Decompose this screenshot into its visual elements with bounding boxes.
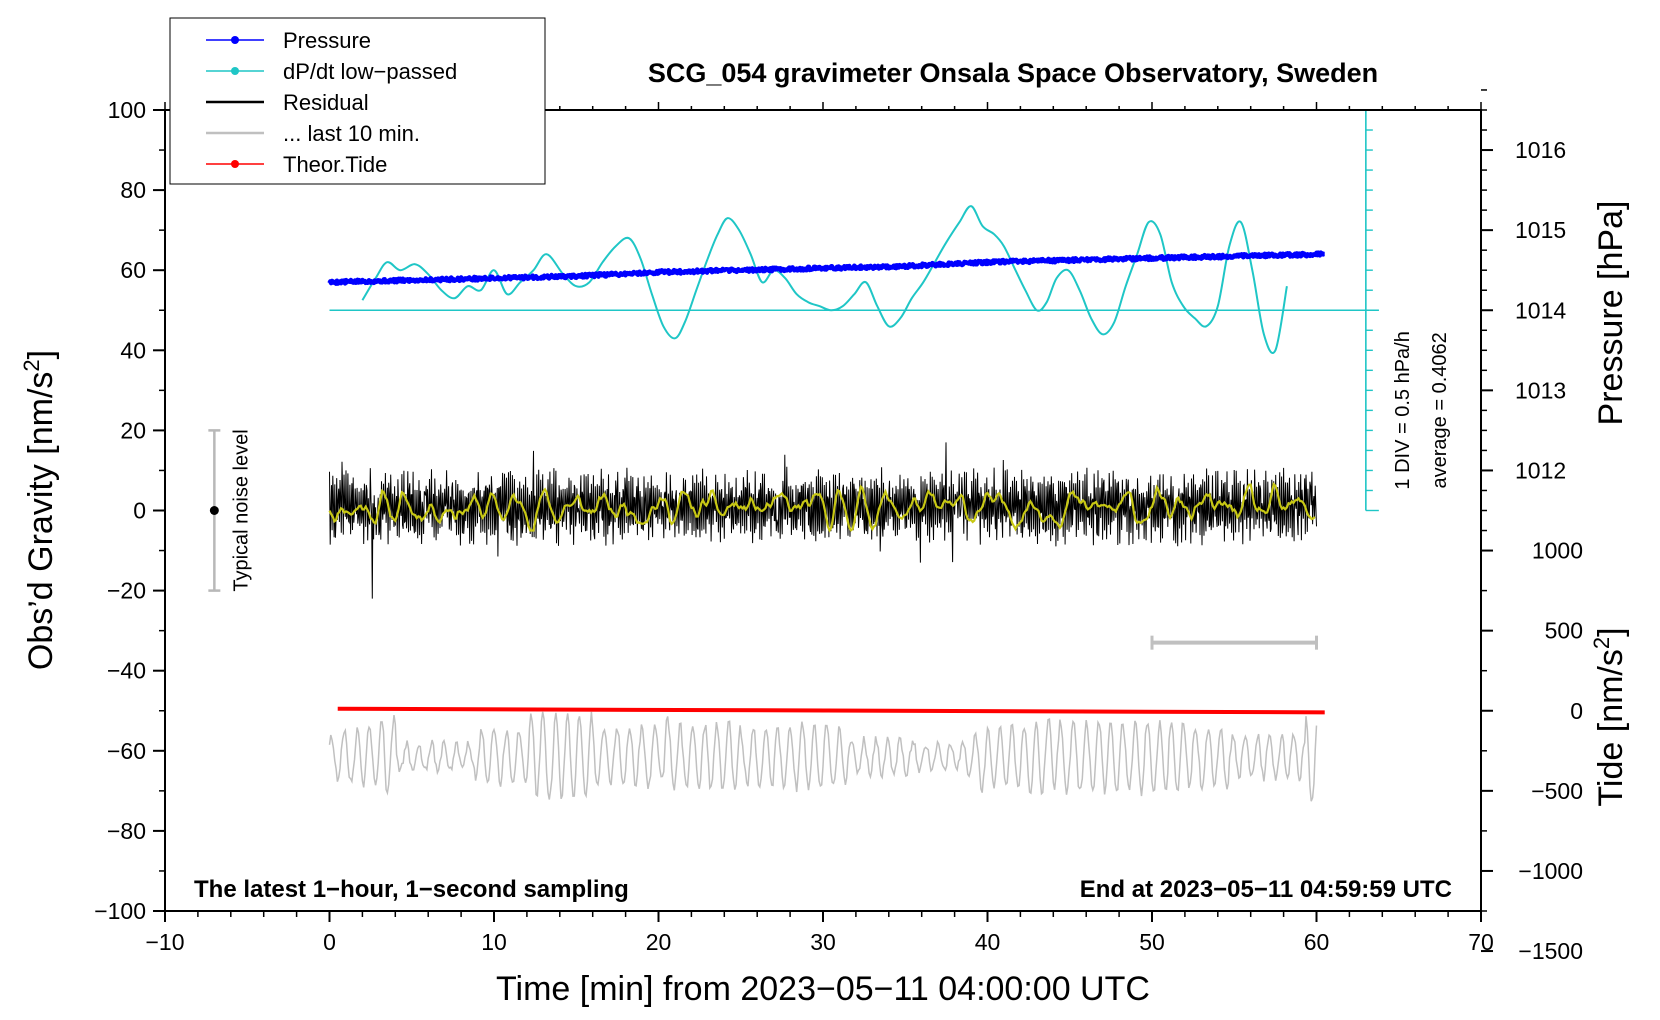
y-tick-label: 60 <box>120 257 146 283</box>
y-tick-label: 20 <box>120 417 146 443</box>
noise-center-point <box>209 506 219 515</box>
y-axis-pressure: 1016 1015 1014 1013 1012 <box>1481 89 1566 532</box>
chart-title: SCG_054 gravimeter Onsala Space Observat… <box>648 58 1378 88</box>
legend-label: ... last 10 min. <box>283 121 420 146</box>
x-tick-label: 50 <box>1139 929 1165 955</box>
x-tick-label: −10 <box>145 929 184 955</box>
tide-title-main: Tide [nm/s <box>1592 649 1630 806</box>
y-left-title-sup: 2 <box>19 359 44 371</box>
pressure-tick-label: 1012 <box>1515 457 1566 483</box>
pressure-tick-label: 1015 <box>1515 217 1566 243</box>
y-tick-label: −60 <box>107 738 146 764</box>
x-tick-label: 60 <box>1304 929 1330 955</box>
y-tick-label: −80 <box>107 818 146 844</box>
y-tick-label: −100 <box>94 898 146 924</box>
dpdt-scale-label: 1 DIV = 0.5 hPa/h <box>1392 331 1414 489</box>
residual-line <box>329 442 1317 599</box>
legend: Pressure dP/dt low−passed Residual ... last… <box>169 17 546 185</box>
x-tick-label: 20 <box>646 929 672 955</box>
pressure-tick-label: 1013 <box>1515 377 1566 403</box>
pressure-line <box>327 250 1327 286</box>
series-layer: 1 DIV = 0.5 hPa/h average = 0.4062 Typical… <box>208 109 1451 802</box>
legend-label: dP/dt low−passed <box>283 59 457 84</box>
tide-tick-label: 1000 <box>1532 538 1583 564</box>
tide-line <box>337 706 1325 715</box>
note-left: The latest 1−hour, 1−second sampling <box>194 876 629 903</box>
y-tick-label: 0 <box>133 498 146 524</box>
y-tick-label: −20 <box>107 578 146 604</box>
dpdt-average-label: average = 0.4062 <box>1429 332 1451 488</box>
tide-tick-label: 500 <box>1545 618 1583 644</box>
legend-swatch-marker <box>231 160 239 168</box>
noise-label: Typical noise level <box>230 429 252 591</box>
pressure-tick-label: 1016 <box>1515 137 1566 163</box>
legend-swatch-marker <box>231 36 239 44</box>
x-tick-label: 40 <box>975 929 1001 955</box>
legend-label: Pressure <box>283 28 371 53</box>
y-axis-left: 100 80 60 40 20 0 −20 −40 −60 −80 −100 <box>94 97 165 924</box>
x-tick-label: 30 <box>810 929 836 955</box>
tide-tick-label: −500 <box>1531 778 1583 804</box>
note-right: End at 2023−05−11 04:59:59 UTC <box>1080 876 1452 903</box>
tide-tick-label: 0 <box>1570 698 1583 724</box>
tide-title-sup: 2 <box>1589 637 1614 649</box>
last10-line <box>328 711 1318 802</box>
tide-title-close: ] <box>1592 627 1630 636</box>
y-axis-tide: 1000 500 0 −500 −1000 −1500 <box>1481 538 1583 964</box>
pressure-tick-label: 1014 <box>1515 297 1566 323</box>
y-left-title-close: ] <box>22 350 60 359</box>
legend-label: Residual <box>283 90 369 115</box>
y-left-title-main: Obs’d Gravity [nm/s <box>22 372 60 671</box>
tide-tick-label: −1500 <box>1518 938 1583 964</box>
x-tick-label: 10 <box>481 929 507 955</box>
y-axis-left-title: Obs’d Gravity [nm/s2] <box>19 350 60 670</box>
y-tick-label: 80 <box>120 177 146 203</box>
x-tick-label: 0 <box>323 929 336 955</box>
y-axis-pressure-title: Pressure [hPa] <box>1592 201 1630 426</box>
x-axis-title: Time [min] from 2023−05−11 04:00:00 UTC <box>496 970 1150 1008</box>
y-tick-label: −40 <box>107 658 146 684</box>
legend-label: Theor.Tide <box>283 152 387 177</box>
y-axis-tide-title: Tide [nm/s2] <box>1589 627 1630 806</box>
legend-swatch-marker <box>231 67 239 75</box>
dpdt-line <box>361 205 1288 355</box>
y-tick-label: 40 <box>120 337 146 363</box>
tide-tick-label: −1000 <box>1518 858 1583 884</box>
y-tick-label: 100 <box>108 97 146 123</box>
residual-smoothed-line <box>328 482 1316 533</box>
